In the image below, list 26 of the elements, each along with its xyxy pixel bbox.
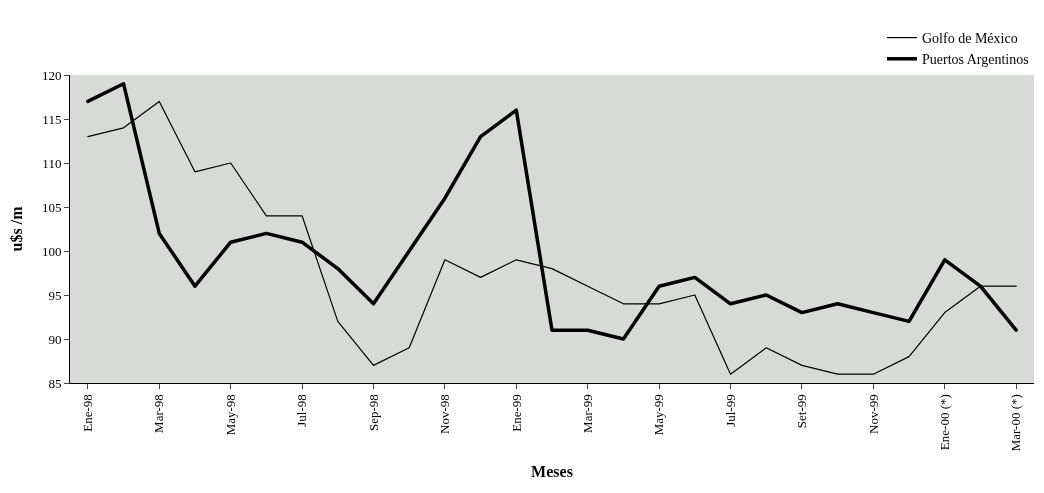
x-tick-label: Set-99 [794,394,810,429]
x-tick-label: May-99 [651,394,667,436]
x-tick-label: Sep-98 [365,394,381,432]
y-tick-label: 105 [41,199,62,215]
x-tick-label: Jul-99 [722,394,738,427]
x-tick-label: May-98 [222,394,238,436]
x-tick-label: Ene-00 (*) [936,394,952,451]
y-tick-label: 90 [48,331,62,347]
x-tick-label: Ene-98 [80,394,96,432]
x-axis-title: Meses [531,463,573,481]
x-tick-label: Mar-98 [151,394,167,433]
y-tick-label: 85 [48,375,62,391]
legend-label: Golfo de México [922,31,1018,47]
x-tick-label: Nov-98 [437,394,453,434]
x-tick-label: Mar-00 (*) [1008,394,1024,452]
y-tick-label: 95 [48,287,62,303]
y-tick-label: 120 [41,67,62,83]
x-tick-label: Ene-99 [508,394,524,432]
x-tick-label: Mar-99 [579,394,595,433]
y-axis-title: u$s /m [7,205,25,252]
x-tick-label: Jul-98 [294,394,310,427]
y-tick-label: 115 [42,111,62,127]
legend-label: Puertos Argentinos [922,52,1029,68]
y-tick-label: 100 [41,243,62,259]
x-tick-label: Nov-99 [865,394,881,434]
y-tick-label: 110 [42,155,62,171]
